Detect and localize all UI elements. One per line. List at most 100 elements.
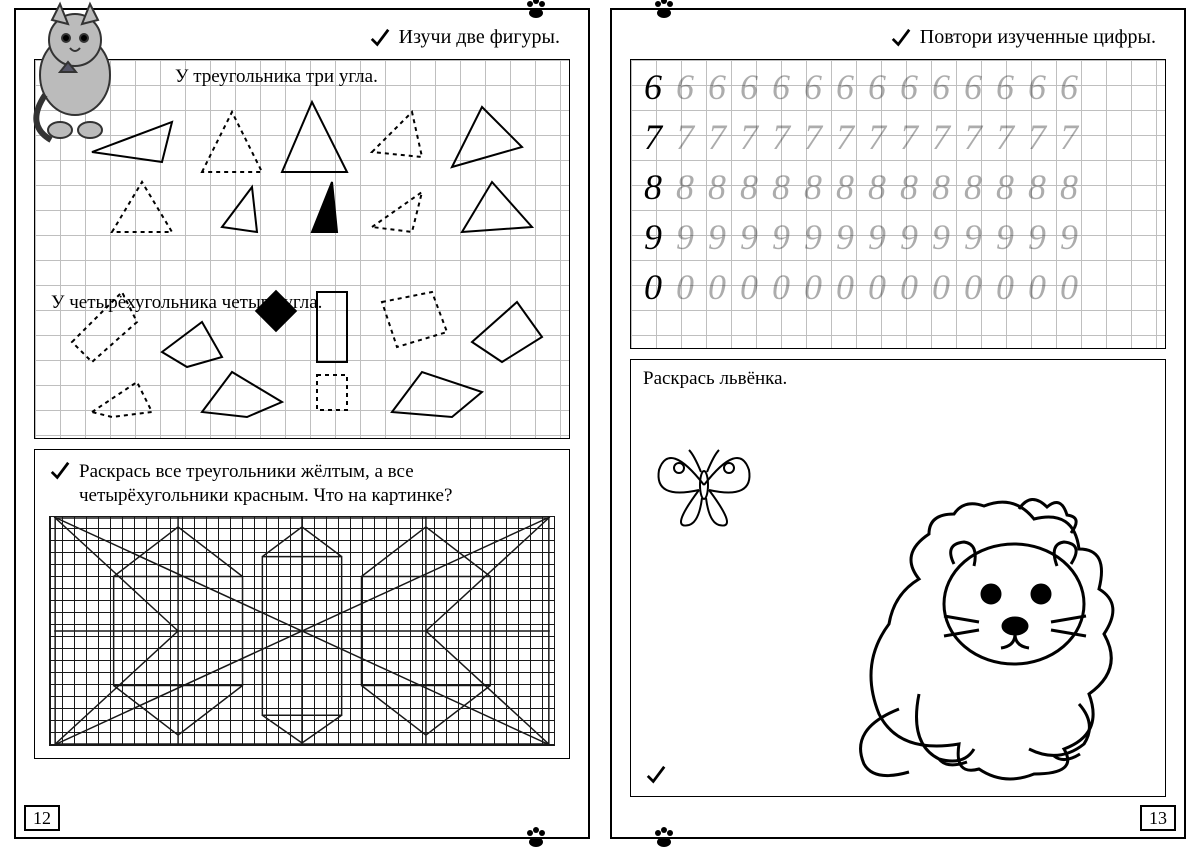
digit-example: 7 — [637, 116, 669, 158]
digit-trace: 7 — [957, 116, 989, 158]
paw-icon — [524, 825, 548, 849]
digit-trace: 7 — [733, 116, 765, 158]
page-number-left: 12 — [24, 805, 60, 831]
digit-trace: 0 — [1021, 266, 1053, 308]
digit-trace: 6 — [925, 66, 957, 108]
digit-trace: 0 — [669, 266, 701, 308]
digit-trace: 9 — [861, 216, 893, 258]
digit-trace: 8 — [829, 166, 861, 208]
digit-trace: 7 — [829, 116, 861, 158]
digit-example: 0 — [637, 266, 669, 308]
digit-trace: 8 — [733, 166, 765, 208]
digit-row: 77777777777777 — [631, 112, 1165, 162]
digit-trace: 8 — [701, 166, 733, 208]
page-number-right: 13 — [1140, 805, 1176, 831]
digit-row: 66666666666666 — [631, 62, 1165, 112]
digit-trace: 8 — [893, 166, 925, 208]
digit-trace: 6 — [701, 66, 733, 108]
digit-trace: 6 — [1021, 66, 1053, 108]
digit-trace: 7 — [925, 116, 957, 158]
digit-trace: 9 — [733, 216, 765, 258]
checkmark-icon — [890, 27, 912, 49]
lion-cub-icon — [779, 494, 1159, 794]
digit-trace: 6 — [861, 66, 893, 108]
checkmark-icon — [369, 27, 391, 49]
left-title: Изучи две фигуры. — [399, 26, 560, 49]
digit-trace: 0 — [701, 266, 733, 308]
digit-trace: 6 — [797, 66, 829, 108]
digit-trace: 8 — [669, 166, 701, 208]
paw-icon — [652, 825, 676, 849]
geometric-mosaic — [49, 516, 555, 746]
instruction-text: Раскрась все треугольники жёлтым, а все … — [79, 460, 555, 508]
digit-trace: 8 — [1021, 166, 1053, 208]
digit-trace: 6 — [957, 66, 989, 108]
digit-trace: 6 — [1053, 66, 1085, 108]
digit-example: 9 — [637, 216, 669, 258]
checkmark-icon — [49, 460, 71, 482]
digit-row: 99999999999999 — [631, 212, 1165, 262]
digit-example: 6 — [637, 66, 669, 108]
digit-trace: 8 — [989, 166, 1021, 208]
digit-trace: 7 — [893, 116, 925, 158]
digit-trace: 6 — [989, 66, 1021, 108]
digit-trace: 8 — [1053, 166, 1085, 208]
digit-tracing-box: 6666666666666677777777777777888888888888… — [630, 59, 1166, 349]
digit-trace: 0 — [957, 266, 989, 308]
digit-trace: 9 — [1021, 216, 1053, 258]
digit-trace: 6 — [893, 66, 925, 108]
butterfly-icon — [649, 430, 759, 540]
digit-trace: 6 — [669, 66, 701, 108]
digit-trace: 9 — [829, 216, 861, 258]
digit-trace: 7 — [861, 116, 893, 158]
right-title: Повтори изученные цифры. — [920, 26, 1156, 49]
digit-trace: 0 — [989, 266, 1021, 308]
digit-trace: 9 — [701, 216, 733, 258]
digit-trace: 9 — [765, 216, 797, 258]
digit-row: 00000000000000 — [631, 262, 1165, 312]
digit-trace: 8 — [797, 166, 829, 208]
digit-trace: 7 — [1053, 116, 1085, 158]
digit-trace: 9 — [797, 216, 829, 258]
digit-trace: 7 — [989, 116, 1021, 158]
digit-row: 88888888888888 — [631, 162, 1165, 212]
digit-trace: 8 — [765, 166, 797, 208]
digit-trace: 9 — [1053, 216, 1085, 258]
digit-trace: 6 — [765, 66, 797, 108]
digit-trace: 8 — [861, 166, 893, 208]
digit-trace: 8 — [957, 166, 989, 208]
digit-trace: 0 — [765, 266, 797, 308]
digit-trace: 0 — [797, 266, 829, 308]
lion-coloring-box: Раскрась львёнка. — [630, 359, 1166, 797]
digit-trace: 7 — [765, 116, 797, 158]
digit-trace: 7 — [1021, 116, 1053, 158]
digit-trace: 7 — [669, 116, 701, 158]
digit-trace: 0 — [733, 266, 765, 308]
digit-trace: 8 — [925, 166, 957, 208]
digit-trace: 9 — [669, 216, 701, 258]
digit-trace: 9 — [957, 216, 989, 258]
digit-trace: 7 — [797, 116, 829, 158]
digit-trace: 9 — [989, 216, 1021, 258]
page-right: Повтори изученные цифры. 666666666666667… — [610, 8, 1186, 839]
lion-label: Раскрась львёнка. — [643, 368, 1153, 390]
digit-example: 8 — [637, 166, 669, 208]
digit-trace: 9 — [925, 216, 957, 258]
digit-trace: 0 — [861, 266, 893, 308]
digit-trace: 6 — [733, 66, 765, 108]
digit-trace: 7 — [701, 116, 733, 158]
coloring-instruction: Раскрась все треугольники жёлтым, а все … — [49, 460, 555, 508]
page-left: Изучи две фигуры. У треугольника три угл… — [14, 8, 590, 839]
paw-icon — [524, 0, 548, 20]
digit-trace: 0 — [893, 266, 925, 308]
paw-icon — [652, 0, 676, 20]
digit-trace: 6 — [829, 66, 861, 108]
right-title-row: Повтори изученные цифры. — [630, 22, 1166, 49]
digit-trace: 0 — [925, 266, 957, 308]
exercise-coloring-box: Раскрась все треугольники жёлтым, а все … — [34, 449, 570, 759]
checkmark-icon — [645, 764, 667, 786]
quads-area — [35, 272, 569, 422]
digit-trace: 0 — [1053, 266, 1085, 308]
cat-mascot-icon — [10, 0, 140, 150]
digit-trace: 0 — [829, 266, 861, 308]
